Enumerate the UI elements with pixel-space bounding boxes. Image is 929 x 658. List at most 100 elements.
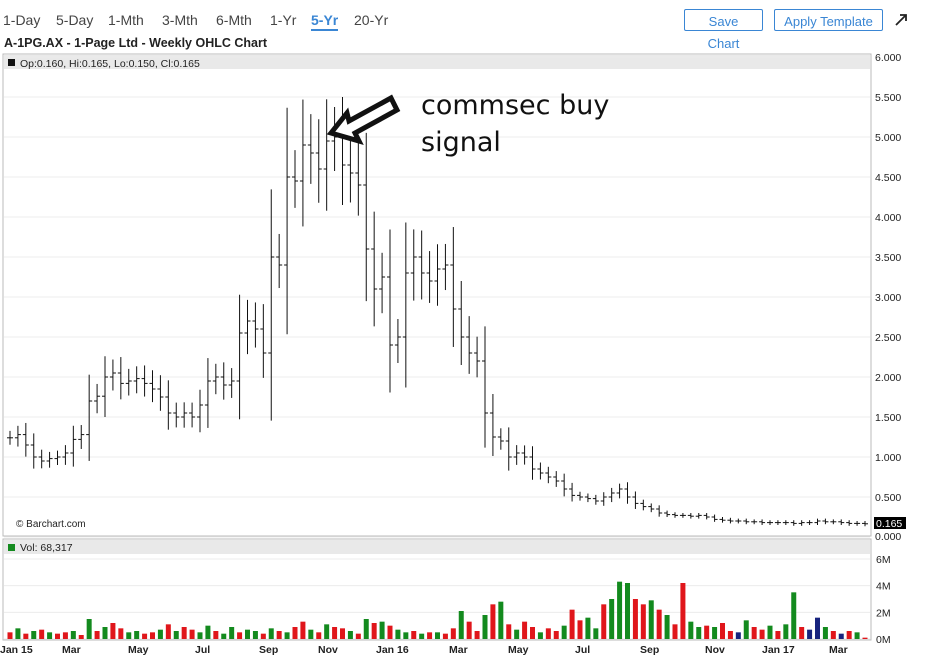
ohlc-bar xyxy=(648,503,655,513)
volume-bar xyxy=(601,604,607,639)
ohlc-bar xyxy=(30,433,37,469)
ohlc-bar xyxy=(624,482,631,504)
volume-bar xyxy=(284,632,290,639)
volume-bar xyxy=(862,637,868,639)
date-tick-label: Jan 15 xyxy=(0,644,33,656)
ohlc-bar xyxy=(569,482,576,502)
ohlc-bar xyxy=(133,366,140,394)
ohlc-bar xyxy=(854,521,861,526)
range-tab-3-mth[interactable]: 3-Mth xyxy=(162,12,198,28)
volume-bar xyxy=(86,619,92,639)
ohlc-bar xyxy=(292,150,298,208)
price-panel: Op:0.160, Hi:0.165, Lo:0.150, Cl:0.165 0… xyxy=(2,52,906,543)
expand-icon[interactable] xyxy=(891,10,911,30)
volume-bar xyxy=(39,629,45,639)
volume-bar xyxy=(379,621,385,639)
ohlc-bar xyxy=(189,402,196,428)
volume-bar xyxy=(427,632,433,639)
ohlc-bar xyxy=(379,252,386,314)
volume-bar xyxy=(47,632,53,639)
ohlc-bar xyxy=(782,520,789,525)
save-chart-button[interactable]: Save Chart xyxy=(684,9,763,51)
volume-bar xyxy=(181,627,187,639)
ohlc-bar xyxy=(482,326,488,448)
ohlc-bar xyxy=(125,368,132,396)
volume-bar xyxy=(371,623,377,639)
volume-bar xyxy=(237,632,243,639)
volume-bar xyxy=(759,629,765,639)
range-tab-5-day[interactable]: 5-Day xyxy=(56,12,94,28)
apply-template-button[interactable]: Apply Template xyxy=(774,9,883,31)
ohlc-bar xyxy=(307,114,314,184)
ohlc-bar xyxy=(7,430,13,445)
annotation-line-1: commsec buy xyxy=(421,90,609,121)
ohlc-bar xyxy=(284,107,291,335)
volume-tick-label: 0M xyxy=(876,634,891,646)
price-legend-band xyxy=(4,55,870,69)
volume-bar xyxy=(514,629,520,639)
volume-bar xyxy=(720,623,725,639)
ohlc-bar xyxy=(838,519,845,525)
range-tab-20-yr[interactable]: 20-Yr xyxy=(354,12,389,28)
date-tick-label: Jan 16 xyxy=(376,644,409,656)
date-tick-label: Jan 17 xyxy=(762,644,795,656)
ohlc-chart[interactable]: Op:0.160, Hi:0.165, Lo:0.150, Cl:0.165 0… xyxy=(0,50,929,658)
ohlc-bar xyxy=(402,222,409,388)
barchart-credit: © Barchart.com xyxy=(16,519,86,530)
ohlc-bar xyxy=(426,251,433,303)
ohlc-bar xyxy=(656,505,663,517)
ohlc-bar xyxy=(790,520,797,526)
ohlc-bar xyxy=(561,473,568,497)
price-tick-label: 4.500 xyxy=(875,172,901,184)
ohlc-bar xyxy=(212,363,219,395)
range-tab-5-yr[interactable]: 5-Yr xyxy=(311,12,339,31)
ohlc-bar xyxy=(78,425,85,449)
volume-bar xyxy=(245,629,250,639)
chart-title: A-1PG.AX - 1-Page Ltd - Weekly OHLC Char… xyxy=(4,36,268,50)
range-tab-6-mth[interactable]: 6-Mth xyxy=(216,12,252,28)
price-tick-label: 0.000 xyxy=(875,531,901,543)
volume-bar xyxy=(355,633,361,639)
volume-tick-label: 4M xyxy=(876,581,891,593)
ohlc-bar xyxy=(220,362,227,400)
range-tab-1-yr[interactable]: 1-Yr xyxy=(270,12,297,28)
ohlc-bar xyxy=(735,518,742,524)
range-tab-1-day[interactable]: 1-Day xyxy=(3,12,41,28)
ohlc-bar xyxy=(141,365,148,397)
price-tick-label: 2.500 xyxy=(875,332,901,344)
annotation-line-2: signal xyxy=(421,127,501,158)
volume-bar xyxy=(569,609,575,639)
price-legend-swatch xyxy=(8,59,15,66)
ohlc-bar xyxy=(315,119,322,203)
volume-bar xyxy=(419,633,425,639)
range-tab-1-mth[interactable]: 1-Mth xyxy=(108,12,144,28)
price-tick-label: 1.500 xyxy=(875,412,901,424)
ohlc-bar xyxy=(727,517,734,524)
date-tick-label: Sep xyxy=(640,644,659,656)
volume-bar xyxy=(727,631,733,639)
volume-bar xyxy=(680,583,686,639)
volume-bar xyxy=(308,629,314,639)
volume-bar xyxy=(276,631,282,639)
ohlc-bar xyxy=(355,142,362,216)
volume-bar xyxy=(561,625,567,639)
ohlc-bar xyxy=(719,517,726,523)
volume-bar xyxy=(807,629,813,639)
volume-bar xyxy=(704,625,710,639)
volume-bar xyxy=(593,628,599,639)
volume-bar xyxy=(458,611,464,639)
volume-bar xyxy=(815,617,820,639)
volume-bar xyxy=(743,620,749,639)
volume-bar xyxy=(656,609,662,639)
volume-bar xyxy=(411,631,417,639)
ohlc-bar xyxy=(513,445,520,465)
volume-bar xyxy=(332,627,338,639)
volume-bar xyxy=(340,628,345,639)
volume-bar xyxy=(363,619,369,639)
volume-legend-band xyxy=(4,540,870,554)
price-tick-label: 3.000 xyxy=(875,292,901,304)
ohlc-bar xyxy=(347,135,354,203)
volume-bar xyxy=(545,628,551,639)
volume-bar xyxy=(197,632,203,639)
ohlc-bar xyxy=(276,233,283,289)
